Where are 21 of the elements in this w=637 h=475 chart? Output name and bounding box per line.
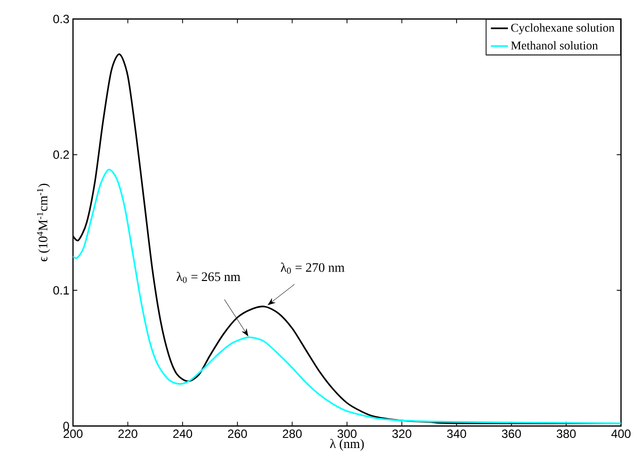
x-tick-label: 220 <box>118 430 138 438</box>
legend-label: Cyclohexane solution <box>511 23 614 34</box>
x-tick-label: 400 <box>611 430 631 438</box>
x-tick-label: 360 <box>502 430 521 438</box>
y-axis-title: ϵ (10$^{4}$M$^{-1}$cm$^{-1}$) <box>36 184 50 262</box>
x-tick-label: 300 <box>337 430 357 438</box>
y-tick-label: 0 <box>63 422 70 430</box>
x-tick-label: 380 <box>556 430 576 438</box>
x-tick-label: 260 <box>228 430 247 438</box>
annotation: λ$_{0}$ = 270 nm <box>280 262 344 274</box>
x-tick-label: 340 <box>447 430 466 438</box>
legend-label: Methanol solution <box>511 41 598 50</box>
annotation: λ$_{0}$ = 265 nm <box>176 272 240 283</box>
x-tick-label: 240 <box>173 430 192 438</box>
x-tick-label: 280 <box>282 430 302 438</box>
y-tick-label: 0.3 <box>53 14 69 24</box>
y-tick-label: 0.2 <box>53 150 69 159</box>
x-tick-label: 320 <box>392 430 412 438</box>
x-tick-label: 200 <box>64 430 83 438</box>
y-tick-label: 0.1 <box>53 286 69 295</box>
x-axis-title: λ (nm) <box>330 438 364 451</box>
